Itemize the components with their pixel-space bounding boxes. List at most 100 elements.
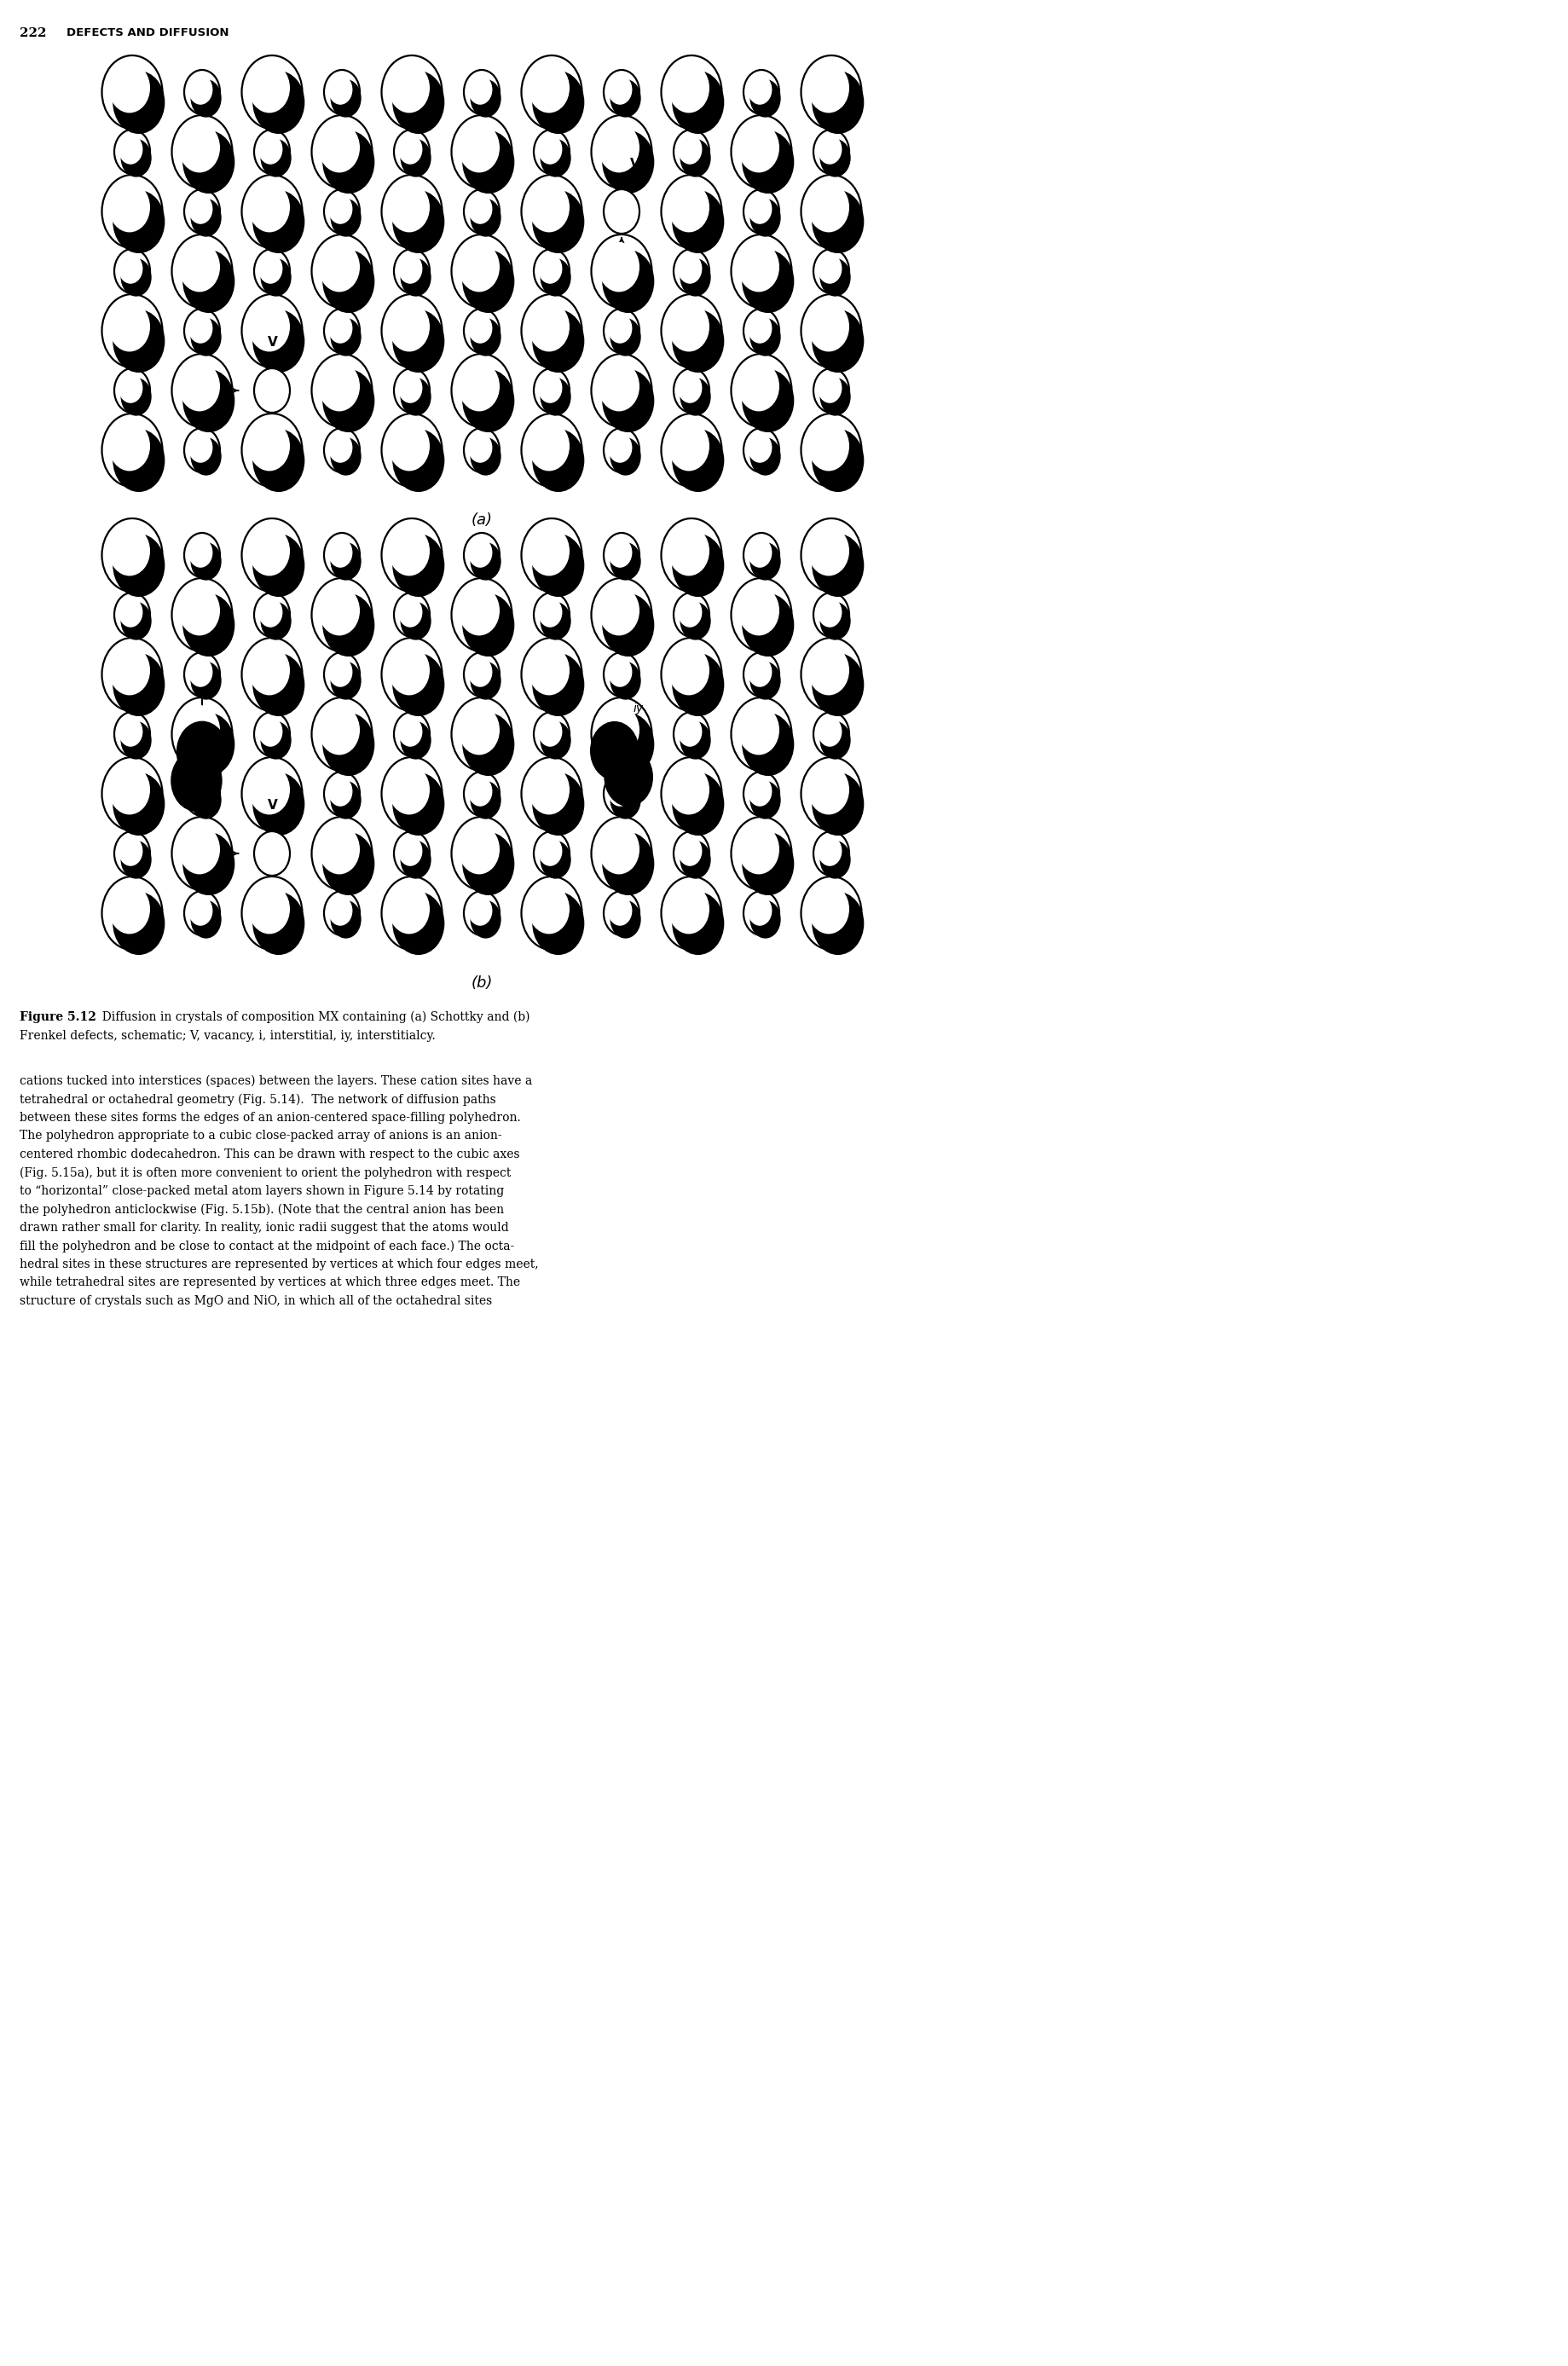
Ellipse shape xyxy=(394,369,430,412)
Ellipse shape xyxy=(312,816,372,890)
Ellipse shape xyxy=(731,355,792,428)
Ellipse shape xyxy=(254,592,290,636)
Ellipse shape xyxy=(731,116,792,189)
Ellipse shape xyxy=(452,116,513,189)
Ellipse shape xyxy=(817,835,842,866)
Text: Frenkel defects, schematic; V, vacancy, i, interstitial, iy, interstitialcy.: Frenkel defects, schematic; V, vacancy, … xyxy=(20,1029,436,1041)
Ellipse shape xyxy=(392,653,444,717)
Ellipse shape xyxy=(463,594,514,655)
Ellipse shape xyxy=(522,175,582,248)
Ellipse shape xyxy=(400,601,431,641)
Ellipse shape xyxy=(172,355,232,428)
Ellipse shape xyxy=(731,816,792,890)
Ellipse shape xyxy=(452,816,513,890)
Ellipse shape xyxy=(392,535,444,596)
Ellipse shape xyxy=(249,764,290,814)
Ellipse shape xyxy=(467,433,492,464)
Ellipse shape xyxy=(820,840,851,878)
Ellipse shape xyxy=(328,537,353,568)
Ellipse shape xyxy=(820,379,851,416)
Ellipse shape xyxy=(801,175,861,248)
Ellipse shape xyxy=(750,901,781,939)
Ellipse shape xyxy=(467,537,492,568)
Ellipse shape xyxy=(108,421,151,471)
Ellipse shape xyxy=(538,135,563,163)
Ellipse shape xyxy=(177,722,227,783)
Text: DEFECTS AND DIFFUSION: DEFECTS AND DIFFUSION xyxy=(66,28,229,38)
Ellipse shape xyxy=(470,317,502,357)
Ellipse shape xyxy=(742,251,793,312)
Ellipse shape xyxy=(464,653,500,696)
Ellipse shape xyxy=(241,54,303,128)
Ellipse shape xyxy=(812,774,864,835)
Ellipse shape xyxy=(102,414,163,487)
Ellipse shape xyxy=(808,64,850,114)
Ellipse shape xyxy=(249,646,290,696)
Ellipse shape xyxy=(328,312,353,343)
Ellipse shape xyxy=(538,835,563,866)
Ellipse shape xyxy=(739,241,779,291)
Ellipse shape xyxy=(241,175,303,248)
Ellipse shape xyxy=(119,835,143,866)
Ellipse shape xyxy=(610,317,641,357)
Ellipse shape xyxy=(114,248,151,293)
Ellipse shape xyxy=(602,833,654,894)
Text: 222: 222 xyxy=(20,28,47,40)
Ellipse shape xyxy=(522,54,582,128)
Ellipse shape xyxy=(808,182,850,232)
Ellipse shape xyxy=(739,823,779,875)
Ellipse shape xyxy=(172,698,232,771)
Ellipse shape xyxy=(674,592,709,636)
Ellipse shape xyxy=(591,234,652,308)
Ellipse shape xyxy=(254,369,290,412)
Ellipse shape xyxy=(610,78,641,118)
Ellipse shape xyxy=(183,712,235,776)
Ellipse shape xyxy=(400,840,431,878)
Ellipse shape xyxy=(541,140,571,177)
Ellipse shape xyxy=(673,653,724,717)
Ellipse shape xyxy=(114,130,151,175)
Ellipse shape xyxy=(605,748,652,807)
Ellipse shape xyxy=(812,189,864,253)
Ellipse shape xyxy=(381,875,442,949)
Ellipse shape xyxy=(252,535,304,596)
Ellipse shape xyxy=(102,518,163,592)
Ellipse shape xyxy=(817,253,842,284)
Ellipse shape xyxy=(121,140,152,177)
Ellipse shape xyxy=(528,525,569,575)
Ellipse shape xyxy=(533,592,569,636)
Ellipse shape xyxy=(389,646,430,696)
Ellipse shape xyxy=(591,116,652,189)
Ellipse shape xyxy=(172,116,232,189)
Ellipse shape xyxy=(533,248,569,293)
Ellipse shape xyxy=(814,369,850,412)
Ellipse shape xyxy=(602,251,654,312)
Ellipse shape xyxy=(467,658,492,686)
Ellipse shape xyxy=(739,362,779,412)
Ellipse shape xyxy=(114,369,151,412)
Ellipse shape xyxy=(817,135,842,163)
Ellipse shape xyxy=(328,658,353,686)
Ellipse shape xyxy=(260,258,292,296)
Ellipse shape xyxy=(108,764,151,814)
Ellipse shape xyxy=(668,182,709,232)
Ellipse shape xyxy=(748,433,771,464)
Ellipse shape xyxy=(538,596,563,627)
Text: structure of crystals such as MgO and NiO, in which all of the octahedral sites: structure of crystals such as MgO and Ni… xyxy=(20,1294,492,1306)
Ellipse shape xyxy=(602,130,654,194)
Ellipse shape xyxy=(748,194,771,225)
Ellipse shape xyxy=(464,892,500,935)
Ellipse shape xyxy=(113,71,165,135)
Ellipse shape xyxy=(470,78,502,118)
Ellipse shape xyxy=(323,130,375,194)
Ellipse shape xyxy=(241,875,303,949)
Ellipse shape xyxy=(331,662,361,700)
Ellipse shape xyxy=(470,901,502,939)
Ellipse shape xyxy=(681,140,710,177)
Ellipse shape xyxy=(801,757,861,830)
Ellipse shape xyxy=(467,776,492,807)
Ellipse shape xyxy=(389,303,430,353)
Ellipse shape xyxy=(464,771,500,816)
Ellipse shape xyxy=(121,840,152,878)
Ellipse shape xyxy=(522,293,582,367)
